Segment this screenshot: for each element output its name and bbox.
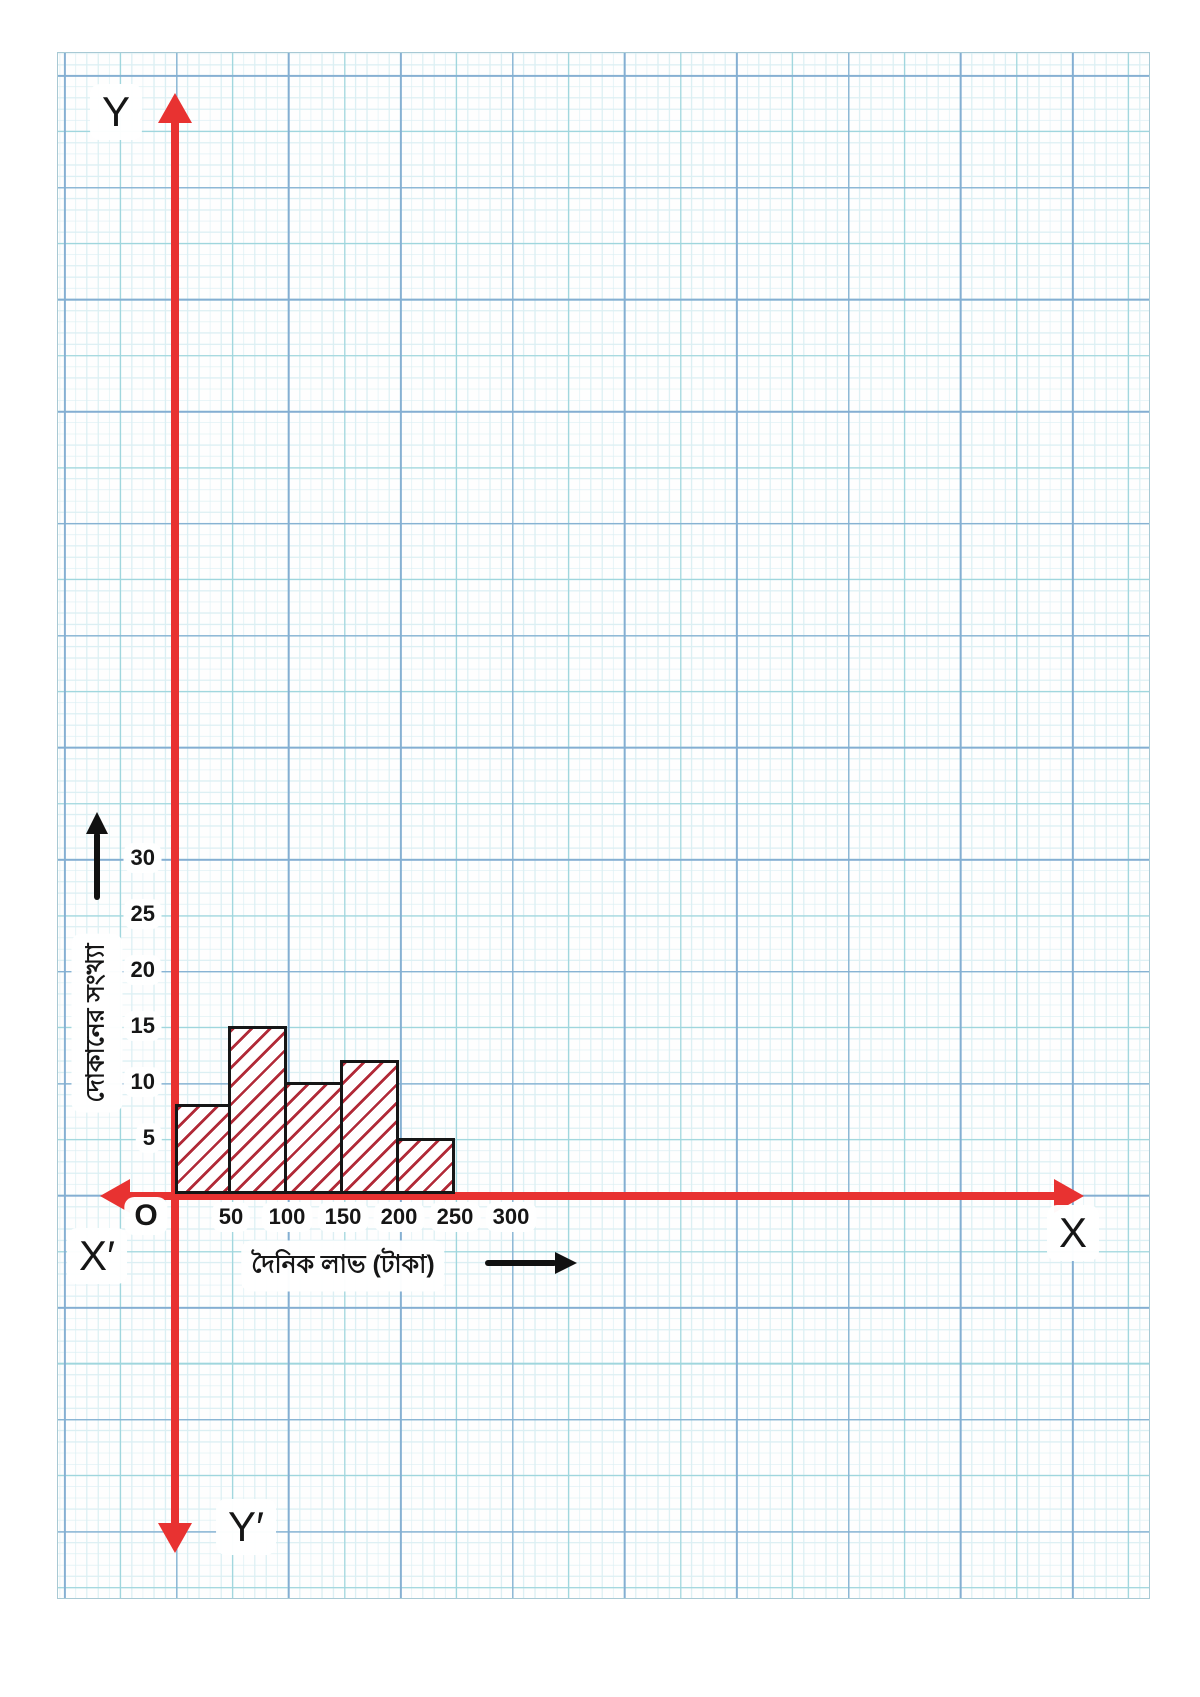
y-tick-label: 25 — [123, 899, 162, 929]
x-axis-title: দৈনিক লাভ (টাকা) — [241, 1240, 445, 1292]
x-axis-line — [122, 1192, 1060, 1200]
x-tick-label: 200 — [373, 1202, 425, 1232]
y-tick-label: 30 — [123, 843, 162, 873]
y-tick-label: 15 — [123, 1011, 162, 1041]
y-axis-label: Y — [89, 84, 143, 140]
x-axis-label: X — [1046, 1205, 1100, 1261]
histogram-bar — [228, 1026, 287, 1194]
y-axis-title: দোকানের সংখ্যা — [71, 933, 123, 1113]
x-tick-label: 300 — [485, 1202, 537, 1232]
millimeter-grid-paper — [57, 52, 1150, 1599]
histogram-bar — [175, 1104, 231, 1194]
y-tick-label: 10 — [123, 1067, 162, 1097]
histogram-bar — [284, 1082, 343, 1194]
y-axis-up-arrowhead-icon — [158, 93, 192, 123]
x-title-arrowhead-icon — [555, 1252, 577, 1274]
histogram-bar — [396, 1138, 455, 1194]
y-prime-axis-label: Y′ — [216, 1499, 276, 1555]
x-prime-axis-label: X′ — [67, 1228, 127, 1284]
y-title-direction-arrow — [94, 832, 100, 900]
x-tick-label: 150 — [317, 1202, 369, 1232]
y-title-arrowhead-icon — [86, 812, 108, 834]
y-tick-label: 20 — [123, 955, 162, 985]
x-tick-label: 100 — [261, 1202, 313, 1232]
y-axis-down-arrowhead-icon — [158, 1523, 192, 1553]
histogram-bar — [340, 1059, 399, 1194]
x-title-direction-arrow — [485, 1260, 557, 1266]
y-tick-label: 5 — [135, 1123, 162, 1153]
x-tick-label: 250 — [429, 1202, 481, 1232]
origin-label: O — [124, 1197, 168, 1235]
x-tick-label: 50 — [211, 1202, 251, 1232]
y-axis-line — [171, 114, 179, 1526]
